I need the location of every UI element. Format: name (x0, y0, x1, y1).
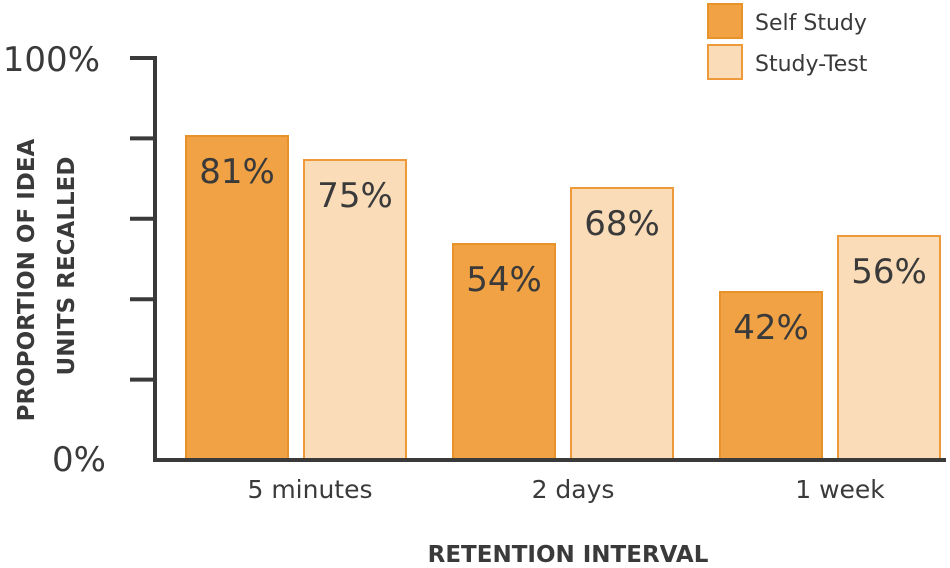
bar-value-label: 42% (733, 308, 809, 348)
y-axis-label-line1: PROPORTION OF IDEA (14, 138, 40, 421)
y-tick-label-max: 100% (3, 40, 100, 80)
bar-self-study-0 (185, 135, 289, 461)
x-tick-label: 1 week (795, 475, 885, 504)
y-axis-label-line2: UNITS RECALLED (54, 157, 80, 376)
bar-value-label: 68% (584, 204, 660, 244)
bar-value-label: 54% (466, 260, 542, 300)
legend-label-0: Self Study (755, 11, 867, 36)
bar-value-label: 81% (199, 152, 275, 192)
legend-label-1: Study-Test (755, 52, 868, 77)
bar-self-study-1 (452, 243, 556, 461)
bar-value-label: 56% (851, 252, 927, 292)
legend-swatch-1 (707, 44, 743, 80)
bar-study-test-2 (837, 235, 941, 461)
bar-study-test-1 (570, 187, 674, 461)
y-tick-label-min: 0% (52, 440, 106, 480)
legend-swatch-0 (707, 3, 743, 39)
bar-value-label: 75% (317, 176, 393, 216)
x-tick-label: 2 days (532, 475, 615, 504)
legend: Self Study Study-Test (707, 3, 868, 80)
bar-self-study-2 (719, 291, 823, 461)
x-tick-label: 5 minutes (247, 475, 372, 504)
x-axis-label: RETENTION INTERVAL (428, 542, 709, 568)
